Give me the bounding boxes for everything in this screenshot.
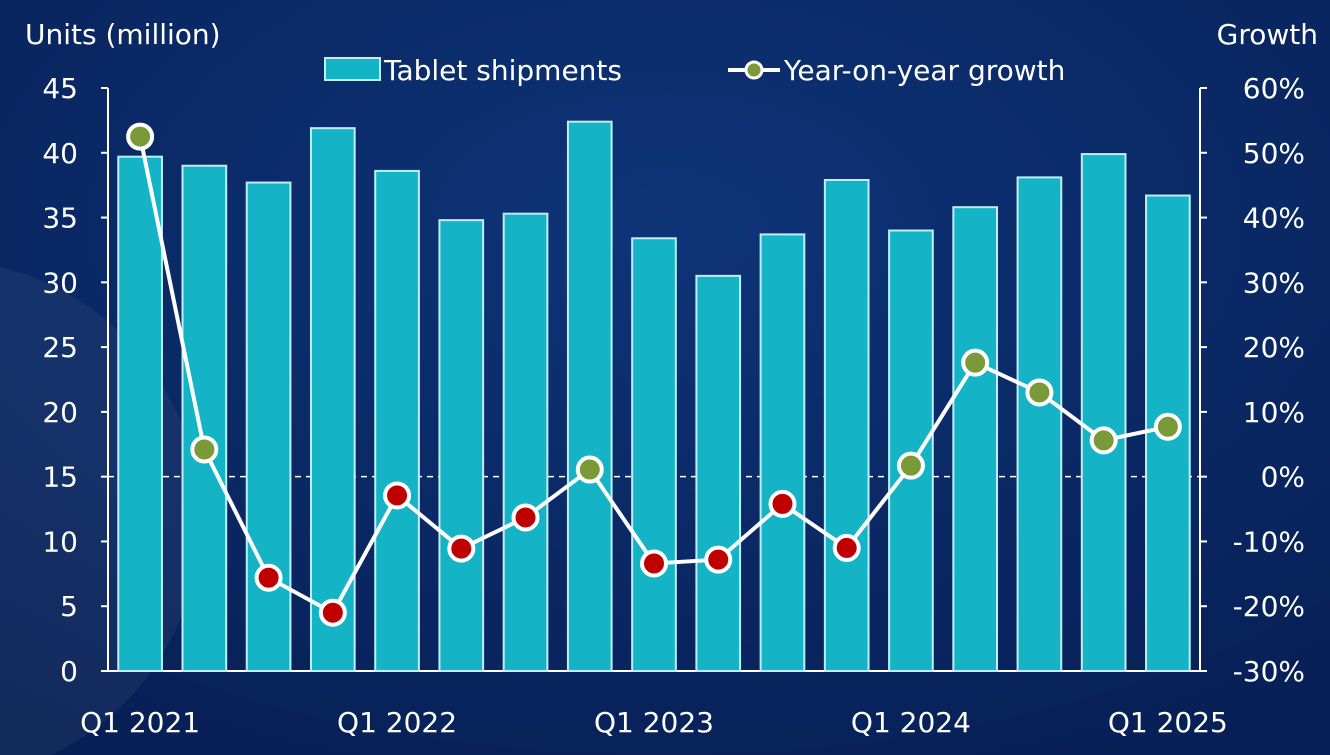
y-tick-label-left: 35	[42, 202, 78, 235]
x-tick-label: Q1 2022	[337, 706, 457, 739]
y-tick-label-left: 20	[42, 396, 78, 429]
y-tick-label-left: 40	[42, 137, 78, 170]
growth-marker-q2-2022	[447, 534, 476, 563]
y-tick-label-right: 50%	[1243, 137, 1305, 170]
y-tick-label-left: 30	[42, 266, 78, 299]
legend-line-marker	[744, 60, 764, 80]
x-tick-label: Q1 2024	[851, 706, 971, 739]
y-tick-label-right: 40%	[1243, 202, 1305, 235]
y-tick-label-right: 10%	[1243, 396, 1305, 429]
y-tick-label-right: -20%	[1233, 590, 1305, 623]
y-tick-label-left: 5	[60, 590, 78, 623]
growth-marker-q1-2023	[640, 549, 668, 578]
bar-q4-2024	[1080, 153, 1127, 673]
growth-marker-q4-2021	[318, 598, 347, 627]
y-axis-label-left: Units (million)	[25, 18, 221, 51]
growth-marker-q2-2024	[961, 348, 990, 377]
y-axis-label-right: Growth	[1217, 18, 1318, 51]
growth-marker-q1-2021	[126, 122, 155, 151]
y-tick-label-right: -10%	[1233, 525, 1305, 558]
growth-marker-q3-2021	[254, 563, 283, 592]
legend-bar-label: Tablet shipments	[383, 54, 622, 87]
growth-marker-q1-2022	[383, 481, 412, 510]
x-tick-label: Q1 2021	[80, 706, 200, 739]
bar-q4-2023	[823, 178, 870, 673]
x-tick-label: Q1 2023	[594, 706, 714, 739]
growth-marker-q3-2023	[768, 489, 797, 518]
y-tick-label-left: 45	[42, 72, 78, 105]
bar-q1-2025	[1145, 194, 1191, 673]
growth-marker-q1-2024	[896, 451, 925, 480]
bar-q1-2022	[374, 169, 420, 672]
x-tick-label: Q1 2025	[1108, 706, 1228, 739]
legend-line-label: Year-on-year growth	[783, 54, 1065, 87]
legend: Tablet shipments Year-on-year growth	[324, 54, 1065, 87]
bar-q3-2022	[502, 212, 549, 672]
y-tick-label-right: 0%	[1261, 461, 1305, 494]
growth-marker-q2-2021	[190, 435, 219, 464]
growth-marker-q4-2024	[1089, 426, 1118, 455]
growth-marker-q4-2023	[832, 533, 861, 562]
y-tick-label-left: 10	[42, 525, 78, 558]
bar-q1-2021	[117, 155, 163, 673]
legend-bar-swatch	[324, 57, 381, 81]
bar-q1-2024	[888, 229, 934, 672]
growth-marker-q3-2022	[511, 503, 540, 532]
bar-q3-2021	[245, 181, 292, 672]
bar-q4-2022	[566, 120, 613, 672]
y-tick-label-right: 20%	[1243, 331, 1305, 364]
bar-q1-2023	[631, 237, 677, 672]
y-tick-label-left: 15	[42, 461, 78, 494]
bar-q3-2024	[1016, 176, 1063, 672]
bar-q4-2021	[309, 127, 356, 672]
bar-q2-2022	[438, 219, 485, 672]
y-tick-label-right: 30%	[1243, 266, 1305, 299]
y-tick-label-right: 60%	[1243, 72, 1305, 105]
y-tick-label-left: 0	[60, 655, 78, 688]
growth-marker-q1-2025	[1153, 412, 1182, 441]
bar-q2-2024	[952, 206, 999, 673]
bar-q3-2023	[759, 233, 806, 673]
growth-marker-q2-2023	[704, 545, 733, 574]
y-tick-label-right: -30%	[1233, 655, 1305, 688]
bar-q2-2023	[695, 274, 742, 672]
growth-marker-q4-2022	[575, 455, 604, 484]
growth-marker-q3-2024	[1025, 378, 1054, 407]
y-tick-label-left: 25	[42, 331, 78, 364]
bar-q2-2021	[181, 164, 228, 672]
